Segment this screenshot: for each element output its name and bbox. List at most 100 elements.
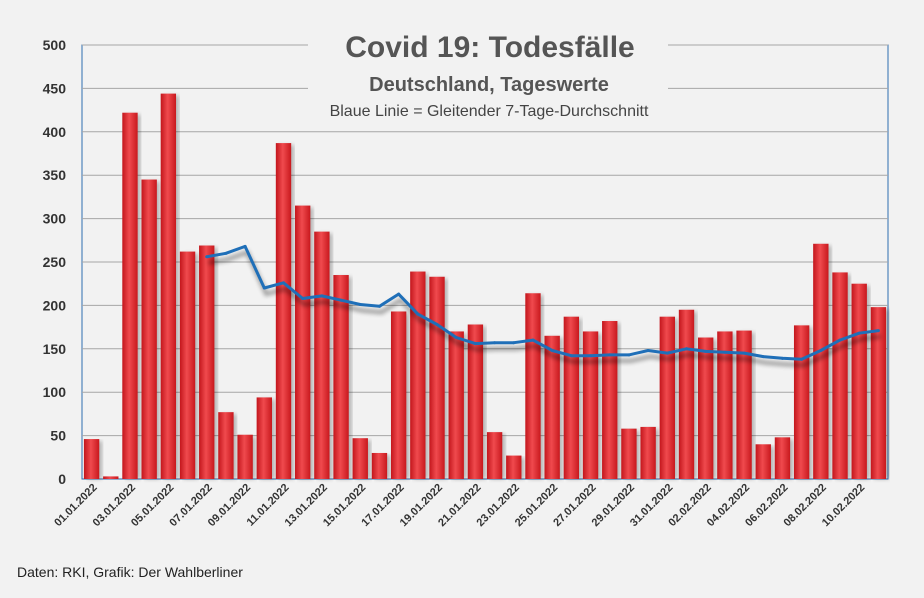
bar [506, 455, 522, 479]
line-point [262, 286, 266, 290]
bar [659, 316, 675, 479]
bar [755, 444, 771, 479]
bars [83, 93, 890, 480]
bar [410, 271, 426, 479]
line-point [358, 303, 362, 307]
bar [256, 397, 272, 479]
line-point [819, 349, 823, 353]
chart-subtitle: Deutschland, Tageswerte [369, 74, 609, 96]
bar [678, 309, 695, 479]
line-point [646, 349, 650, 353]
bar [314, 231, 330, 479]
bar [179, 251, 196, 479]
bar [160, 93, 177, 479]
bar [141, 179, 157, 480]
bar [698, 337, 714, 479]
line-point [876, 329, 880, 333]
y-tick-label: 50 [50, 428, 66, 444]
bar [870, 307, 887, 479]
bar [275, 143, 292, 480]
bar [122, 112, 138, 479]
line-point [723, 350, 727, 354]
bar [218, 412, 234, 479]
line-point [282, 281, 285, 285]
line-series [206, 244, 879, 361]
line-point [512, 341, 516, 345]
line-point [435, 322, 439, 326]
line-point [531, 338, 535, 342]
bar [813, 243, 829, 479]
bar [448, 331, 464, 479]
bar [717, 331, 733, 479]
bar [544, 335, 560, 479]
bar [851, 283, 867, 479]
chart-title: Covid 19: Todesfälle [345, 31, 635, 64]
source-note: Daten: RKI, Grafik: Der Wahlberliner [17, 564, 243, 580]
line-point [397, 292, 401, 296]
line-point [857, 331, 861, 335]
line-point [838, 338, 842, 342]
y-tick-label: 150 [43, 341, 67, 357]
line-point [800, 357, 804, 361]
line-point [473, 342, 477, 346]
bar [199, 245, 215, 479]
bar [390, 311, 407, 479]
y-tick-label: 400 [43, 124, 67, 140]
bar [525, 293, 541, 479]
bar [621, 428, 637, 479]
line-point [301, 296, 305, 300]
y-tick-label: 0 [58, 471, 66, 487]
x-axis: 01.01.202203.01.202205.01.202207.01.2022… [52, 482, 867, 529]
line-shadow [208, 249, 881, 368]
bar [371, 452, 388, 479]
y-tick-label: 300 [43, 211, 67, 227]
title-background [308, 28, 668, 130]
line-point [224, 251, 228, 255]
bar [333, 275, 349, 479]
bar [774, 437, 791, 479]
line-point [627, 353, 631, 357]
chart-note: Blaue Linie = Gleitender 7-Tage-Durchsch… [330, 103, 649, 120]
bar [429, 276, 445, 479]
line-point [780, 356, 784, 360]
line-point [493, 341, 497, 345]
bar [83, 439, 100, 479]
y-tick-label: 450 [43, 80, 67, 96]
bar [832, 272, 848, 479]
bar [563, 316, 580, 479]
bar [793, 325, 810, 479]
line-point [377, 304, 381, 308]
bar [295, 205, 311, 479]
line-point [416, 312, 420, 316]
line-point [685, 347, 688, 351]
bar [736, 330, 752, 479]
line-point [320, 294, 324, 298]
moving-average-line [205, 244, 881, 368]
line-point [761, 355, 765, 359]
y-tick-label: 250 [43, 254, 67, 270]
line-point [243, 244, 247, 248]
line-point [205, 255, 209, 259]
bar [582, 331, 599, 479]
y-tick-label: 500 [43, 37, 67, 53]
line-point [569, 354, 573, 358]
line-point [742, 351, 746, 355]
y-axis: 0 50 100 150 200 250 300 350 400 450 500 [43, 37, 67, 487]
bar [467, 324, 484, 479]
y-tick-label: 100 [43, 384, 67, 400]
line-point [665, 351, 669, 355]
line-point [550, 349, 554, 353]
bar [352, 438, 368, 479]
line-point [339, 298, 343, 302]
bar [602, 321, 618, 479]
line-point [608, 353, 612, 357]
line-point [589, 354, 593, 358]
line-point [704, 349, 708, 353]
bar [103, 476, 119, 479]
bar [237, 434, 253, 479]
y-tick-label: 350 [43, 167, 67, 183]
bar [640, 426, 656, 479]
line-point [454, 336, 458, 340]
